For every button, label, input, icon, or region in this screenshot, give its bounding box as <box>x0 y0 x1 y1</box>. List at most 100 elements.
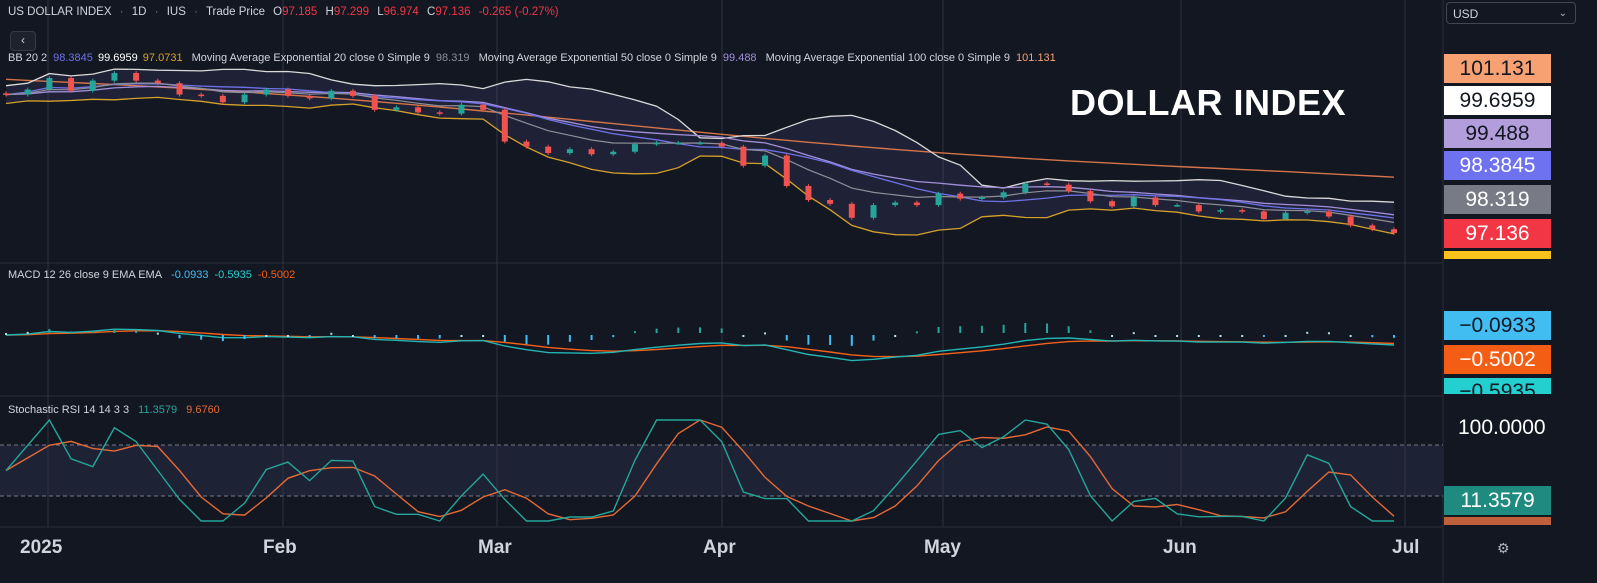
macd-hist-bar <box>1067 326 1070 333</box>
settings-icon[interactable]: ⚙ <box>1497 540 1510 556</box>
macd-hist-bar <box>26 331 29 334</box>
macd-hist-bar <box>1089 330 1092 333</box>
candle-body <box>198 94 205 97</box>
candle-body <box>46 78 53 90</box>
macd-hist-value: -0.0933 <box>171 269 209 281</box>
macd-hist-bar <box>699 327 701 333</box>
candle-body <box>241 94 248 103</box>
candle-body <box>588 149 595 155</box>
bb-upper-line <box>5 68 1395 203</box>
macd-hist-bar <box>612 335 615 338</box>
macd-hist-bar <box>503 335 506 342</box>
candle-body <box>848 203 855 218</box>
open-value: 97.185 <box>282 6 318 18</box>
candle-body <box>892 202 899 206</box>
stoch-label-100: 100.0000 <box>1444 413 1584 442</box>
macd-hist-bar <box>482 335 485 337</box>
open-label: O <box>273 6 283 18</box>
macd-hist-bar <box>742 335 745 337</box>
high-value: 97.299 <box>333 6 370 18</box>
stoch-label[interactable]: Stochastic RSI 14 14 3 3 <box>8 404 130 416</box>
macd-hist-bar <box>395 335 398 339</box>
ema50-label[interactable]: Moving Average Exponential 50 close 0 Si… <box>478 52 717 64</box>
close-label: C <box>427 6 436 18</box>
macd-hist-bar <box>113 328 116 333</box>
macd-hist-bar <box>352 335 354 337</box>
candle-body <box>480 104 487 110</box>
currency-value: USD <box>1453 7 1479 21</box>
macd-hist-bar <box>417 335 420 339</box>
macd-hist-bar <box>677 327 680 333</box>
candle-body <box>783 155 790 187</box>
bb-basis-value: 98.3845 <box>53 52 93 64</box>
candle-body <box>1174 205 1181 207</box>
candle-body <box>393 107 400 110</box>
price-label-ema100: 101.131 <box>1444 54 1551 83</box>
candle-body <box>1087 191 1094 202</box>
candle-body <box>523 141 530 147</box>
macd-line-value: -0.5935 <box>214 269 252 281</box>
candle-body <box>631 144 638 152</box>
candle-body <box>176 83 183 95</box>
macd-hist-bar <box>807 335 810 345</box>
candle-body <box>111 73 118 81</box>
macd-hist-bar <box>1002 324 1005 333</box>
candle-body <box>610 151 617 155</box>
candle-body <box>870 205 877 218</box>
macd-hist-bar <box>200 335 203 340</box>
legend-stoch: Stochastic RSI 14 14 3 3 11.3579 9.6760 <box>8 404 226 416</box>
x-label-jul: Jul <box>1392 537 1420 558</box>
candle-body <box>957 193 964 199</box>
candle-body <box>1239 210 1246 212</box>
ema20-label[interactable]: Moving Average Exponential 20 close 0 Si… <box>191 52 430 64</box>
high-label: H <box>325 6 334 18</box>
candle-body <box>1022 183 1029 193</box>
macd-hist-bar <box>308 335 311 337</box>
macd-hist-bar <box>1176 335 1179 337</box>
stoch-k-line <box>5 418 1394 523</box>
macd-hist-bar <box>460 335 463 337</box>
candle-body <box>697 142 703 145</box>
collapse-legend-button[interactable]: ‹ <box>10 31 36 51</box>
macd-label-signal: −0.5002 <box>1444 345 1551 374</box>
currency-select[interactable]: USD ⌄ <box>1446 2 1576 24</box>
macd-hist-bar <box>547 335 550 345</box>
interval[interactable]: 1D <box>131 6 147 18</box>
bb-label[interactable]: BB 20 2 <box>8 52 48 64</box>
macd-hist-bar <box>91 330 94 333</box>
macd-hist-bar <box>959 326 962 333</box>
candle-body <box>1347 216 1354 226</box>
macd-hist-bar <box>633 331 636 334</box>
candle-body <box>436 112 443 114</box>
price-label-close: 97.136 <box>1444 219 1551 248</box>
candle-body <box>913 202 920 206</box>
macd-hist-bar <box>785 335 788 341</box>
macd-hist-bar <box>286 335 289 337</box>
price-label-ema50: 99.488 <box>1444 119 1551 148</box>
candle-body <box>371 95 378 110</box>
candle-body <box>1044 183 1050 185</box>
overlay-title: DOLLAR INDEX <box>1070 82 1346 123</box>
ema100-value: 101.131 <box>1016 52 1056 64</box>
macd-signal-value: -0.5002 <box>257 269 296 281</box>
ema100-label[interactable]: Moving Average Exponential 100 close 0 S… <box>765 52 1011 64</box>
x-label-mar: Mar <box>478 537 512 558</box>
bb-lower-line <box>5 96 1395 236</box>
macd-hist-bar <box>1154 335 1157 337</box>
candle-body <box>1325 211 1332 217</box>
change-value: -0.265 (-0.27%) <box>478 6 559 18</box>
macd-hist-bar <box>1132 332 1135 335</box>
symbol-name[interactable]: US DOLLAR INDEX <box>8 6 112 18</box>
ema50-line <box>5 85 1395 216</box>
macd-hist-bar <box>373 335 376 339</box>
candle-body <box>805 186 812 200</box>
price-label-bb-lower-partial <box>1444 251 1551 259</box>
macd-label-macd: −0.5935 <box>1444 378 1551 394</box>
macd-hist-bar <box>1262 335 1265 337</box>
macd-label[interactable]: MACD 12 26 close 9 EMA EMA <box>8 269 163 281</box>
macd-hist-bar <box>5 333 7 335</box>
macd-hist-bar <box>568 335 571 342</box>
candle-body <box>653 142 660 145</box>
macd-hist-bar <box>135 330 138 333</box>
